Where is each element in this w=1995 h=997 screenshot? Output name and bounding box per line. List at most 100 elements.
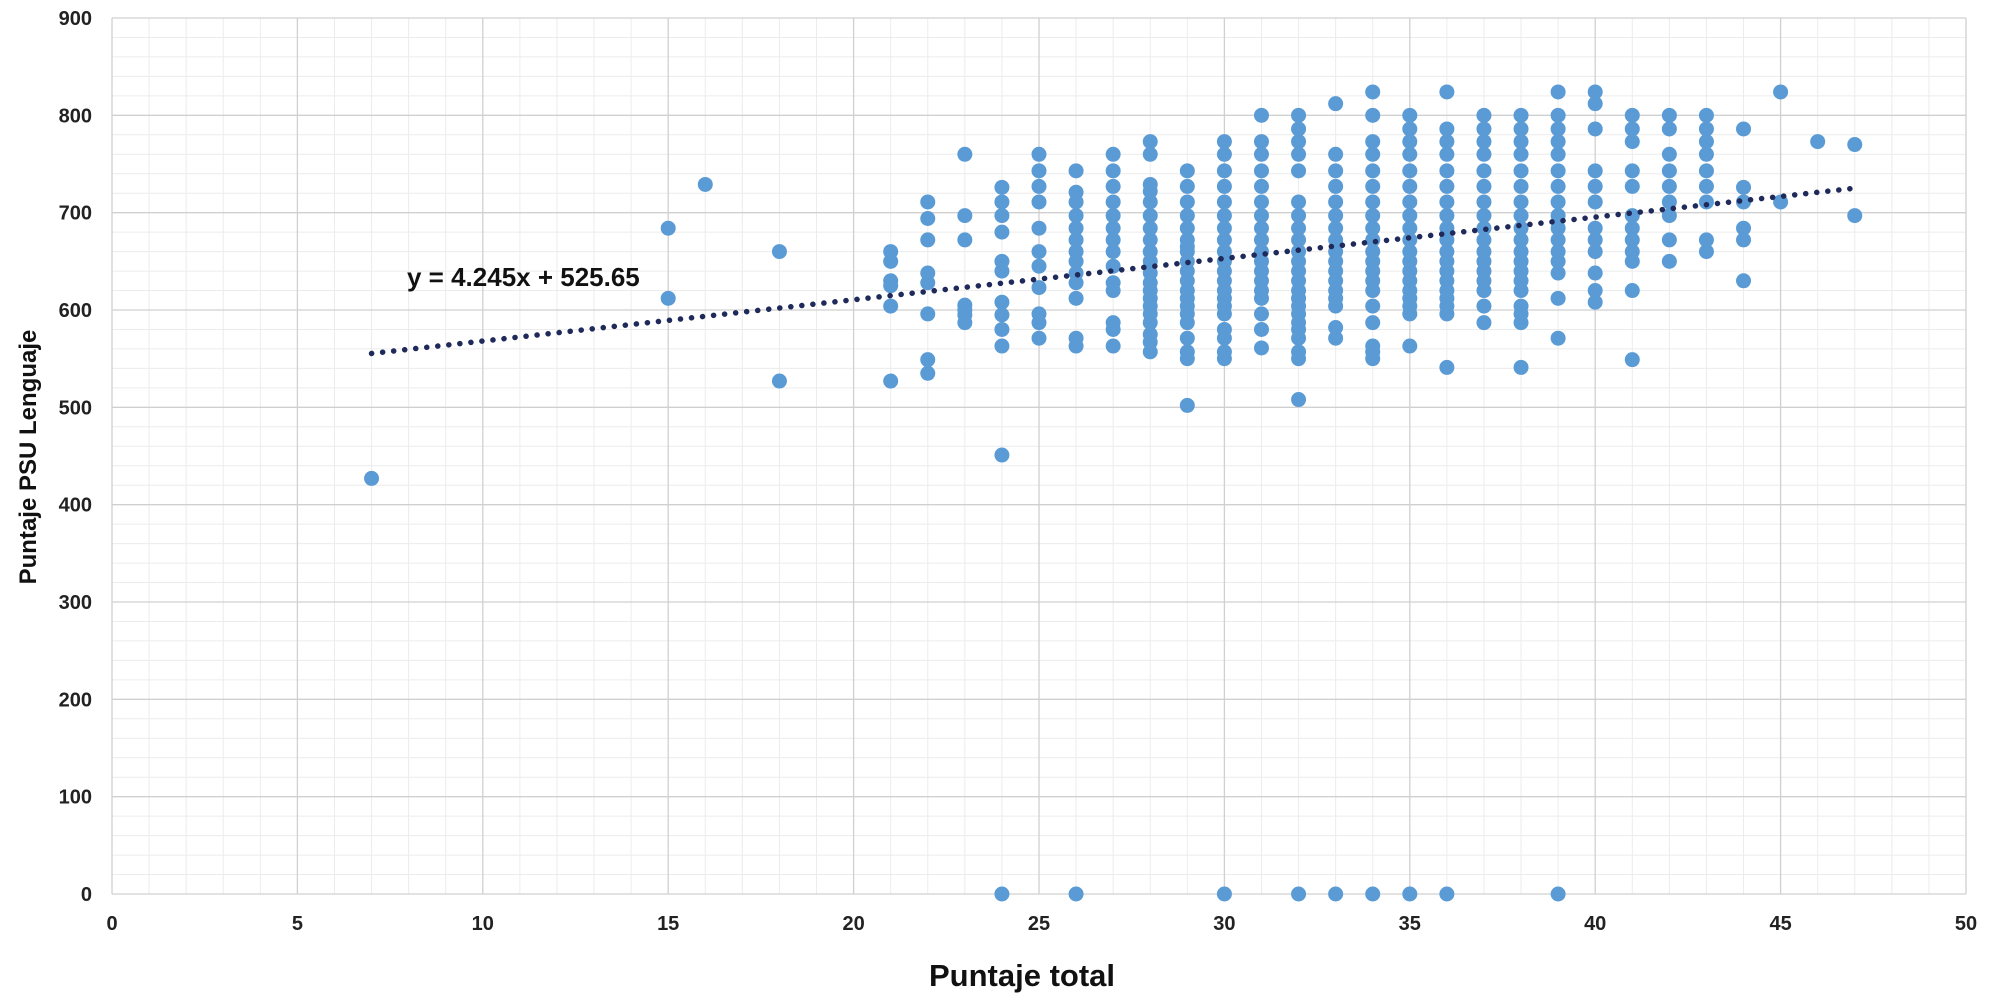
x-tick-label: 5 xyxy=(292,913,303,935)
y-tick-label: 700 xyxy=(59,203,92,225)
data-point xyxy=(994,886,1010,902)
data-point xyxy=(1476,178,1492,194)
x-tick-label: 10 xyxy=(472,913,494,935)
data-point xyxy=(1068,290,1084,306)
data-point xyxy=(1365,886,1381,902)
data-point xyxy=(1624,232,1640,248)
data-point xyxy=(1587,84,1603,100)
data-point xyxy=(1328,146,1344,162)
data-point xyxy=(1328,163,1344,179)
data-point xyxy=(1291,121,1307,137)
data-point xyxy=(1105,338,1121,354)
data-point xyxy=(1402,134,1418,150)
data-point xyxy=(1253,194,1269,210)
data-point xyxy=(1179,163,1195,179)
data-point xyxy=(1550,163,1566,179)
data-point xyxy=(1105,244,1121,260)
data-point xyxy=(1513,121,1529,137)
data-point xyxy=(1179,220,1195,236)
x-tick-label: 25 xyxy=(1028,913,1050,935)
data-point xyxy=(1105,208,1121,224)
data-point xyxy=(1031,220,1047,236)
data-point xyxy=(1328,330,1344,346)
data-point xyxy=(1661,232,1677,248)
data-point xyxy=(1587,121,1603,137)
data-point xyxy=(1291,107,1307,123)
data-point xyxy=(1587,283,1603,299)
data-point xyxy=(1328,194,1344,210)
data-point xyxy=(1365,220,1381,236)
data-point xyxy=(1031,315,1047,331)
data-point xyxy=(1328,220,1344,236)
data-point xyxy=(1031,178,1047,194)
data-point xyxy=(1328,886,1344,902)
data-point xyxy=(1402,886,1418,902)
data-point xyxy=(1513,359,1529,375)
y-tick-label: 300 xyxy=(59,592,92,614)
data-point xyxy=(1439,359,1455,375)
data-point xyxy=(1661,146,1677,162)
data-point xyxy=(1216,146,1232,162)
data-point xyxy=(1439,306,1455,322)
data-point xyxy=(1847,137,1863,153)
data-point xyxy=(1550,265,1566,281)
data-point xyxy=(1216,330,1232,346)
x-tick-label: 40 xyxy=(1584,913,1606,935)
data-point xyxy=(660,290,676,306)
data-point xyxy=(1142,183,1158,199)
data-point xyxy=(1105,321,1121,337)
data-point xyxy=(364,470,380,486)
data-point xyxy=(1624,121,1640,137)
data-point xyxy=(1365,107,1381,123)
data-point xyxy=(1550,107,1566,123)
data-point xyxy=(1736,273,1752,289)
data-point xyxy=(1105,283,1121,299)
data-point xyxy=(1550,253,1566,269)
data-point xyxy=(994,179,1010,195)
data-point xyxy=(1773,84,1789,100)
data-point xyxy=(1365,146,1381,162)
data-point xyxy=(1068,220,1084,236)
data-point xyxy=(1550,290,1566,306)
data-point xyxy=(1402,208,1418,224)
data-point xyxy=(1142,220,1158,236)
x-tick-label: 35 xyxy=(1399,913,1421,935)
data-point xyxy=(1402,178,1418,194)
data-point xyxy=(1513,163,1529,179)
data-point xyxy=(1439,194,1455,210)
data-point xyxy=(1179,330,1195,346)
data-point xyxy=(1476,283,1492,299)
data-point xyxy=(1253,340,1269,356)
data-point xyxy=(1253,178,1269,194)
data-point xyxy=(1031,194,1047,210)
data-point xyxy=(1736,121,1752,137)
data-point xyxy=(1550,84,1566,100)
data-point xyxy=(1587,194,1603,210)
x-tick-label: 45 xyxy=(1769,913,1791,935)
data-point xyxy=(1550,194,1566,210)
data-point xyxy=(994,194,1010,210)
data-point xyxy=(957,315,973,331)
data-point xyxy=(1105,178,1121,194)
data-point xyxy=(1031,280,1047,296)
x-tick-label: 30 xyxy=(1213,913,1235,935)
data-point xyxy=(994,321,1010,337)
data-point xyxy=(1031,258,1047,274)
data-point xyxy=(1291,208,1307,224)
data-point xyxy=(1105,220,1121,236)
data-point xyxy=(957,232,973,248)
data-point xyxy=(1216,306,1232,322)
data-point xyxy=(1253,306,1269,322)
trendline xyxy=(368,185,1858,357)
data-point xyxy=(1698,163,1714,179)
data-point xyxy=(1365,134,1381,150)
data-point xyxy=(994,224,1010,240)
data-point xyxy=(1402,306,1418,322)
data-point xyxy=(1624,178,1640,194)
data-point xyxy=(1550,121,1566,137)
data-point xyxy=(1476,107,1492,123)
data-point xyxy=(1291,194,1307,210)
data-point xyxy=(1328,96,1344,112)
data-point xyxy=(1402,220,1418,236)
data-point xyxy=(1031,330,1047,346)
